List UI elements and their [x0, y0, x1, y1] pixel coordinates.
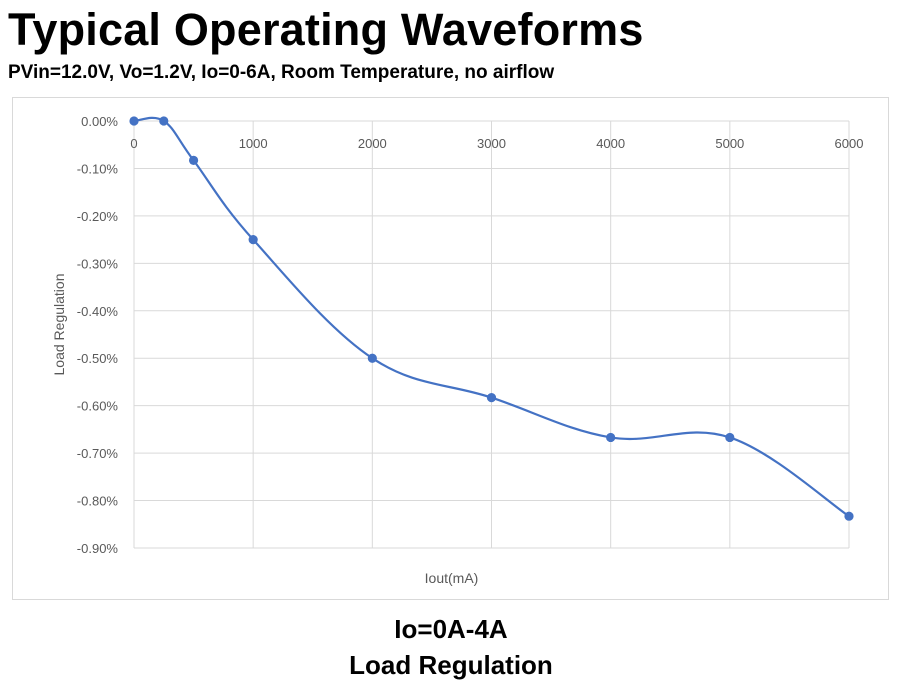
series-line-0: [133, 116, 850, 518]
data-point: [725, 432, 735, 443]
x-tick-label: 1000: [239, 136, 268, 151]
data-point: [248, 235, 258, 245]
x-tick-label: 2000: [358, 136, 387, 151]
y-tick-label: -0.90%: [77, 541, 119, 556]
y-tick-label: -0.50%: [77, 351, 119, 366]
data-point: [606, 432, 616, 443]
y-tick-label: -0.80%: [77, 494, 119, 509]
caption-load-regulation: Load Regulation: [349, 650, 553, 680]
x-tick-label: 4000: [596, 136, 625, 151]
y-tick-label: -0.10%: [77, 161, 119, 176]
load-regulation-chart: 0.00% -0.10% -0.20% -0.30% -0.40% -0.50% -0.60…: [51, 114, 863, 586]
y-tick-label: -0.40%: [77, 304, 119, 319]
y-tick-label: -0.20%: [77, 209, 119, 224]
caption-current-range: Io=0A-4A: [394, 614, 508, 644]
x-tick-label: 5000: [715, 136, 744, 151]
y-tick-labels: 0.00% -0.10% -0.20% -0.30% -0.40% -0.50% -0.60…: [77, 114, 119, 556]
page-subtitle: PVin=12.0V, Vo=1.2V, Io=0-6A, Room Tempe…: [8, 62, 555, 83]
x-tick-label: 3000: [477, 136, 506, 151]
y-axis-title: Load Regulation: [51, 274, 67, 376]
x-tick-label: 0: [130, 136, 137, 151]
chart-frame: [12, 97, 889, 600]
series-layer: [129, 116, 854, 521]
data-point: [159, 116, 169, 126]
grid-lines: [133, 120, 850, 549]
y-tick-label: -0.60%: [77, 399, 119, 414]
x-axis-title: Iout(mA): [425, 570, 479, 586]
data-point: [129, 116, 139, 126]
data-point: [188, 155, 199, 165]
y-tick-label: -0.30%: [77, 256, 119, 271]
data-point: [367, 353, 377, 363]
y-tick-label: 0.00%: [81, 114, 118, 129]
page-title: Typical Operating Waveforms: [8, 4, 644, 55]
x-tick-label: 6000: [835, 136, 864, 151]
data-point: [486, 393, 497, 403]
y-tick-label: -0.70%: [77, 446, 119, 461]
x-tick-labels: 0 1000 2000 3000 4000 5000 6000: [130, 136, 863, 151]
data-point: [844, 511, 854, 521]
